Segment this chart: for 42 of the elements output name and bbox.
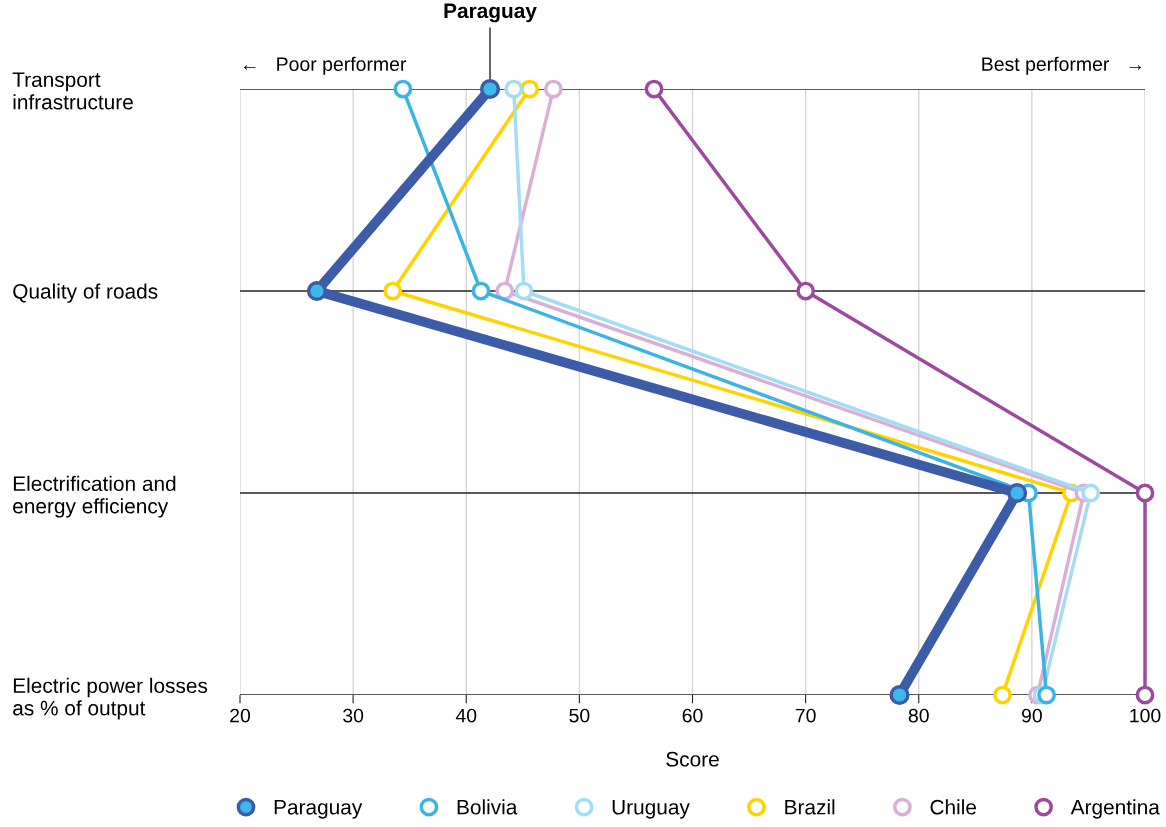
x-tick-label: 100 [1130, 708, 1161, 723]
x-tick-label: 30 [343, 708, 364, 723]
legend-label: Argentina [1070, 799, 1160, 819]
y-tick-label: Transport infrastructure [12, 72, 133, 110]
x-tick-label: 40 [455, 708, 477, 723]
point [479, 78, 501, 100]
point [1007, 482, 1028, 504]
x-tick-label: 50 [569, 708, 590, 723]
legend-label: Brazil [785, 799, 835, 815]
text: Best performer → [982, 56, 1142, 75]
point [471, 281, 491, 301]
point [993, 685, 1012, 705]
legend-label: Chile [930, 799, 976, 815]
y-tick-label: Electric power losses as % of output [13, 677, 208, 720]
point [1037, 685, 1056, 705]
x-axis-title: Score [666, 751, 719, 767]
point [1135, 685, 1155, 705]
x-tick-label: 70 [795, 708, 816, 723]
point [1135, 483, 1155, 503]
point [306, 280, 327, 302]
x-tick-label: 60 [682, 708, 703, 723]
y-tick-label: Electrification and energy efficiency [13, 475, 176, 518]
point [543, 79, 563, 99]
legend-label: Bolivia [457, 799, 518, 815]
point [514, 281, 534, 301]
legend-label: Uruguay [612, 800, 690, 819]
text: ← Poor performer [243, 56, 407, 75]
point [504, 79, 524, 99]
legend-label: Paraguay [274, 800, 363, 819]
point [1081, 483, 1101, 503]
y-tick-label: Quality of roads [13, 283, 158, 303]
annotation: Paraguay [444, 3, 537, 23]
x-tick-label: 80 [908, 708, 929, 723]
point [383, 281, 403, 301]
point [393, 79, 413, 99]
x-tick-label: 20 [230, 708, 251, 723]
point [495, 281, 515, 301]
x-tick-label: 90 [1021, 708, 1042, 723]
point [520, 79, 539, 99]
point [644, 79, 664, 99]
point [796, 281, 815, 301]
point [889, 684, 910, 706]
